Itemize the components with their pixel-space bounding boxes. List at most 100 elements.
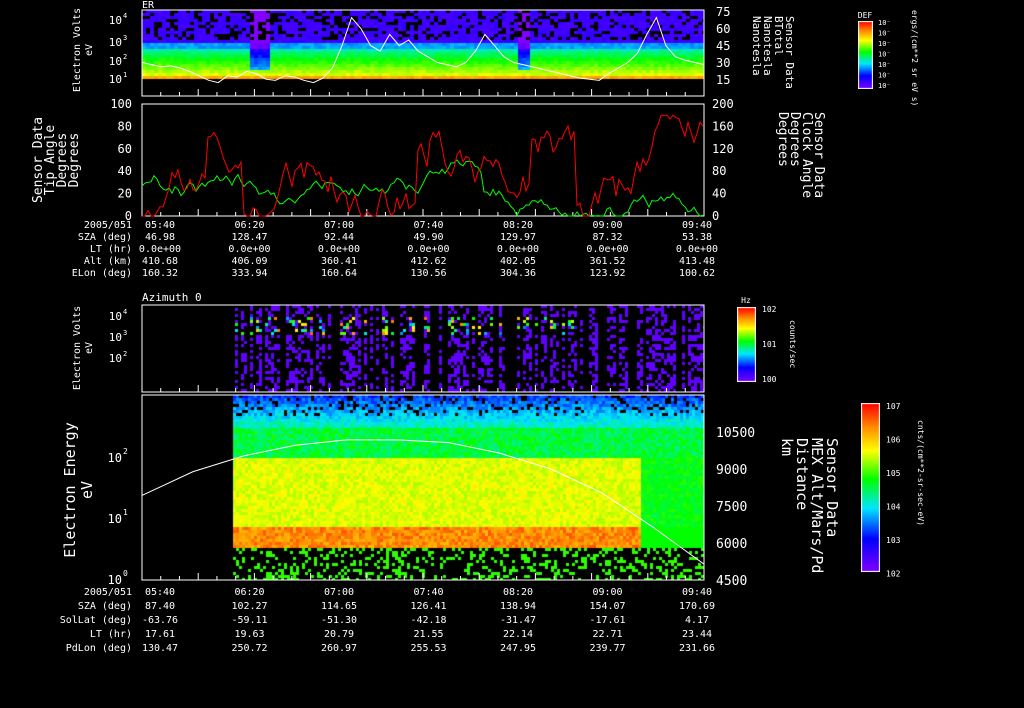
er-title: ER <box>142 0 155 11</box>
y2-tick-label: 120 <box>712 142 734 156</box>
mex-alt-y2label: km <box>778 438 796 456</box>
y2-tick-label: 6000 <box>716 537 747 552</box>
cnts-colorbar <box>861 403 880 572</box>
er-y2label: BTotal <box>772 16 785 56</box>
top-table-cell: 0.0e+00 <box>228 244 270 255</box>
bottom-table-cell: 20.79 <box>324 629 354 640</box>
y-tick-exp: 0 <box>123 569 128 578</box>
azimuth-title: Azimuth 0 <box>142 291 202 304</box>
bottom-table-cell: 19.63 <box>234 629 264 640</box>
bottom-table-cell: 260.97 <box>321 643 357 654</box>
hz-colorbar <box>737 307 756 382</box>
y2-tick-label: 75 <box>716 5 730 19</box>
top-table-cell: 360.41 <box>321 256 357 267</box>
colorbar-tick-label: 100 <box>762 375 777 384</box>
top-table-row-label: Alt (km) <box>84 256 132 267</box>
er-y2label: Nanotesla <box>761 16 774 76</box>
azimuth-panel-frame <box>141 304 705 393</box>
er-ylabel: Electron Volts <box>72 8 83 92</box>
y-tick-label: 10 <box>109 14 122 27</box>
energy-ylabel: Electron Energy <box>61 422 79 557</box>
bottom-table-cell: -17.61 <box>589 615 625 626</box>
bottom-table-time-label: 07:00 <box>324 587 354 598</box>
hz-colorbar-unit: counts/sec <box>788 320 797 368</box>
bottom-table-cell: 4.17 <box>685 615 709 626</box>
top-table-row-label: SZA (deg) <box>78 232 132 243</box>
colorbar-tick-label: 10⁻ <box>878 19 891 27</box>
electron-energy-spectrogram <box>142 395 704 580</box>
top-table-cell: 0.0e+00 <box>139 244 181 255</box>
top-table-cell: 130.56 <box>410 268 446 279</box>
bottom-table-cell: 154.07 <box>589 601 625 612</box>
angle-panel-frame <box>141 103 705 217</box>
top-table-cell: 0.0e+00 <box>407 244 449 255</box>
y-tick-exp: 2 <box>123 350 127 358</box>
azimuth-ylabel-unit: eV <box>84 342 95 354</box>
top-table-cell: 402.05 <box>500 256 536 267</box>
clock-angle-y2label: Clock Angle <box>799 112 814 198</box>
bottom-table-cell: 23.44 <box>682 629 712 640</box>
y-tick-label: 80 <box>118 119 132 133</box>
bottom-table-cell: 170.69 <box>679 601 715 612</box>
bottom-table-cell: -42.18 <box>410 615 446 626</box>
tip-angle-ylabel: Degrees <box>67 133 82 188</box>
colorbar-tick-label: 107 <box>886 402 901 411</box>
top-table-cell: 160.32 <box>142 268 178 279</box>
bottom-table-time-label: 08:20 <box>503 587 533 598</box>
colorbar-tick-label: 105 <box>886 469 901 478</box>
y2-tick-label: 0 <box>712 209 719 223</box>
colorbar-tick-label: 10⁻ <box>878 72 891 80</box>
y-tick-label: 100 <box>110 97 132 111</box>
y2-tick-label: 160 <box>712 119 734 133</box>
mex-alt-y2label: Sensor Data <box>823 438 841 537</box>
bottom-table-cell: 87.40 <box>145 601 175 612</box>
top-table-row-label: LT (hr) <box>90 244 132 255</box>
top-table-time-label: 07:00 <box>324 220 354 231</box>
top-table-cell: 412.62 <box>410 256 446 267</box>
top-table-cell: 410.68 <box>142 256 178 267</box>
bottom-table-time-label: 07:40 <box>413 587 443 598</box>
top-table-time-label: 08:20 <box>503 220 533 231</box>
y-tick-exp: 2 <box>123 447 128 456</box>
clock-angle-line <box>141 159 704 218</box>
y2-tick-label: 9000 <box>716 463 747 478</box>
bottom-table-cell: 21.55 <box>413 629 443 640</box>
top-table-row-label: ELon (deg) <box>72 268 132 279</box>
y2-tick-label: 15 <box>716 73 730 87</box>
y-tick-exp: 4 <box>123 12 127 20</box>
y-tick-exp: 3 <box>123 34 127 42</box>
y-tick-label: 10 <box>109 73 122 86</box>
er-panel-frame <box>141 9 705 97</box>
azimuth0-spectrogram <box>142 305 704 392</box>
bottom-table-time-label: 09:00 <box>592 587 622 598</box>
bottom-table-cell: 255.53 <box>410 643 446 654</box>
er-y2label: Sensor Data <box>783 16 796 89</box>
colorbar-tick-label: 10⁻ <box>878 61 891 69</box>
top-table-date-label: 2005/051 <box>84 220 132 231</box>
bottom-table-time-label: 06:20 <box>234 587 264 598</box>
y-tick-exp: 1 <box>123 508 128 517</box>
top-table-cell: 0.0e+00 <box>497 244 539 255</box>
top-table-cell: 333.94 <box>231 268 267 279</box>
def-colorbar-title: DEF <box>858 11 873 20</box>
bottom-table-time-label: 05:40 <box>145 587 175 598</box>
y2-tick-label: 200 <box>712 97 734 111</box>
top-table-cell: 0.0e+00 <box>676 244 718 255</box>
clock-angle-y2label: Degrees <box>787 112 802 167</box>
y-tick-label: 20 <box>118 187 132 201</box>
cnts-colorbar-unit: cnts/(cm**2-sr-sec-eV) <box>916 420 925 526</box>
bottom-table-cell: 114.65 <box>321 601 357 612</box>
btotal-line <box>141 16 705 84</box>
y-tick-label: 10 <box>108 573 122 587</box>
bottom-table-cell: 138.94 <box>500 601 536 612</box>
top-table-cell: 160.64 <box>321 268 357 279</box>
tip-angle-ylabel: Tip Angle <box>43 125 58 196</box>
hz-colorbar-title: Hz <box>741 296 751 305</box>
bottom-table-cell: 247.95 <box>500 643 536 654</box>
y2-tick-label: 40 <box>712 187 726 201</box>
def-colorbar-unit: ergs/(cm**2 sr eV s) <box>910 10 919 106</box>
top-table-cell: 304.36 <box>500 268 536 279</box>
bottom-table-cell: 231.66 <box>679 643 715 654</box>
energy-panel-frame <box>141 394 705 581</box>
